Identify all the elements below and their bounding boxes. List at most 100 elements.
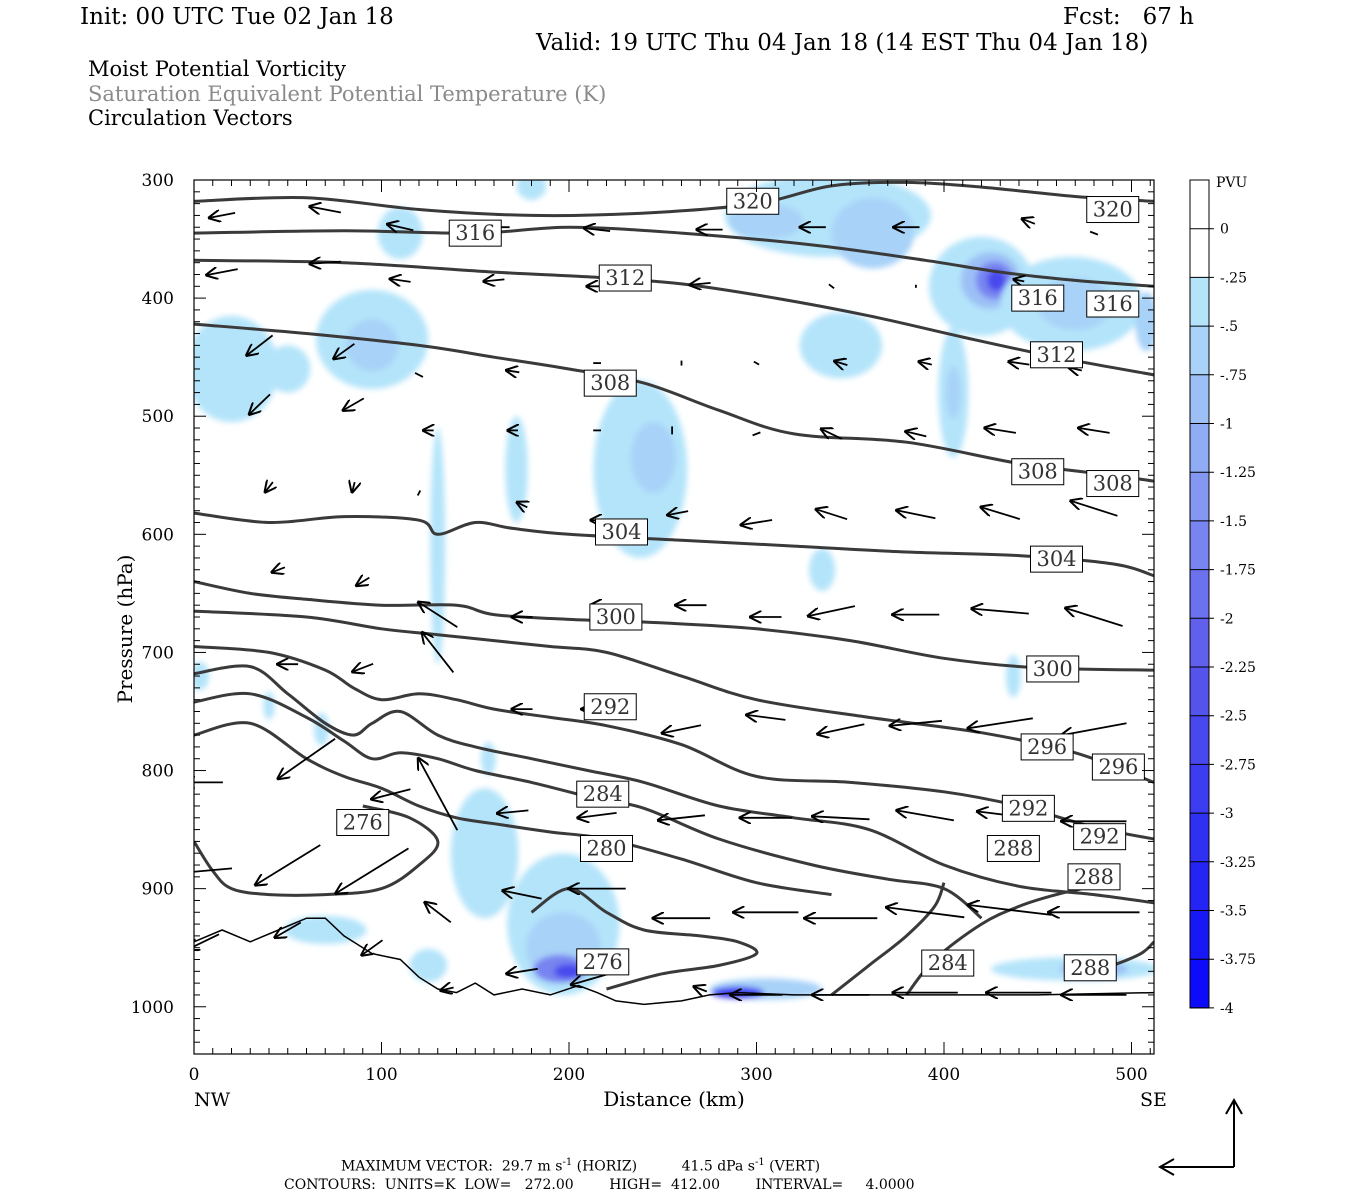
x-axis-title: Distance (km) [603, 1087, 745, 1111]
colorbar-swatch-9 [1190, 618, 1209, 668]
circulation-vector-20 [334, 343, 355, 359]
max-vector-label: MAXIMUM VECTOR: [341, 1158, 493, 1175]
theta-label-box-18 [1001, 794, 1055, 822]
colorbar-swatch-4 [1190, 374, 1209, 424]
colorbar-unit: PVU [1216, 175, 1248, 191]
circulation-vector-50 [981, 507, 1021, 520]
y-tick-label-300: 300 [142, 171, 174, 191]
theta-label-box-11 [1030, 545, 1083, 573]
theta-label-26: 288 [1070, 956, 1110, 980]
theta-label-box-13 [1026, 655, 1080, 683]
init-time: Init: 00 UTC Tue 02 Jan 18 [80, 4, 394, 30]
pv-shading-34 [284, 915, 367, 945]
circulation-vector-38 [906, 431, 927, 436]
theta-label-box-14 [583, 693, 637, 721]
title-mpv: Moist Potential Vorticity [88, 57, 346, 81]
y-axis-title: Pressure (hPa) [113, 555, 137, 704]
circulation-vector-77 [371, 788, 411, 799]
valid-time: Valid: 19 UTC Thu 04 Jan 18 (14 EST Thu … [536, 30, 1149, 56]
theta-label-box-15 [1020, 733, 1074, 761]
title-vectors: Circulation Vectors [88, 106, 293, 130]
circulation-vector-10 [207, 269, 238, 275]
theta-contour-320-0 [194, 180, 1154, 218]
theta-contour-276-11 [194, 804, 440, 897]
colorbar-label-3: -.75 [1220, 368, 1247, 384]
colorbar-swatch-1 [1190, 228, 1209, 278]
reference-vector-icon [1157, 1097, 1243, 1176]
max-vector-horiz-tag: (HORIZ) [576, 1158, 638, 1175]
vert-exponent: -1 [754, 1157, 765, 1168]
circulation-vector-47 [741, 520, 773, 525]
title-theta-es: Saturation Equivalent Potential Temperat… [88, 82, 607, 106]
theta-label-12: 300 [596, 605, 636, 629]
circulation-vector-89 [425, 902, 452, 924]
theta-label-box-21 [580, 834, 633, 862]
circulation-vector-71 [890, 721, 942, 726]
theta-label-box-4 [1086, 290, 1140, 318]
circulation-vector-41 [265, 482, 273, 492]
circulation-vector-12 [390, 279, 411, 282]
colorbar-swatch-12 [1190, 764, 1209, 814]
circulation-vector-98 [194, 933, 220, 949]
theta-label-box-23 [1067, 863, 1121, 891]
theta-label-box-2 [448, 219, 502, 247]
pv-shading-3 [345, 319, 399, 372]
circulation-vector-73 [1062, 722, 1127, 735]
theta-label-box-26 [1063, 954, 1117, 982]
circulation-vector-27 [919, 362, 933, 365]
max-vector-vert: 41.5 dPa s [681, 1158, 755, 1175]
theta-label-9: 308 [1093, 472, 1133, 496]
circulation-vector-18 [1014, 279, 1024, 281]
circulation-vector-25 [753, 360, 760, 366]
theta-label-box-16 [1091, 753, 1145, 781]
theta-label-25: 284 [928, 951, 968, 975]
theta-label-box-9 [1086, 470, 1140, 498]
theta-label-11: 304 [1036, 547, 1076, 571]
theta-contour-300-5 [194, 580, 1154, 672]
theta-label-20: 276 [343, 811, 383, 835]
theta-label-box-5 [598, 264, 652, 292]
max-vector-horiz: 29.7 m s [501, 1158, 563, 1175]
circulation-vector-78 [497, 810, 529, 813]
theta-label-box-1 [1086, 196, 1140, 224]
colorbar-label-5: -1.25 [1220, 465, 1256, 481]
theta-contour-284-13 [830, 882, 946, 997]
pv-shading-7 [630, 422, 676, 493]
circulation-vector-8 [1022, 219, 1036, 224]
theta-contour-284-9 [194, 691, 983, 920]
theta-label-15: 296 [1027, 735, 1067, 759]
theta-label-0: 320 [733, 189, 773, 213]
circulation-vector-52 [272, 567, 286, 572]
colorbar-swatch-13 [1190, 813, 1209, 863]
theta-label-box-19 [1073, 823, 1127, 851]
contours-info: CONTOURS: UNITS=K LOW= 272.00 HIGH= 412.… [284, 1177, 915, 1193]
circulation-vector-43 [416, 490, 422, 496]
circulation-vector-31 [343, 397, 365, 410]
circulation-vector-2 [387, 224, 414, 230]
y-tick-label-700: 700 [142, 643, 174, 663]
colorbar-label-15: -3.75 [1220, 952, 1256, 968]
theta-label-22: 288 [993, 836, 1033, 860]
circulation-vector-80 [658, 815, 705, 820]
theta-label-box-0 [726, 187, 780, 215]
circulation-vector-62 [1065, 608, 1123, 627]
theta-label-6: 312 [1036, 343, 1076, 367]
pv-shading-5 [265, 345, 311, 393]
colorbar-swatch-8 [1190, 569, 1209, 619]
circulation-vector-37 [821, 429, 843, 440]
pv-shading-39 [194, 661, 209, 691]
colorbar-swatch-0 [1190, 180, 1209, 230]
circulation-vector-82 [812, 816, 870, 819]
theta-label-box-24 [576, 948, 630, 976]
colorbar-swatch-16 [1190, 959, 1209, 1009]
circulation-vector-22 [506, 370, 520, 372]
theta-label-box-20 [336, 809, 390, 837]
x-tick-label-400: 400 [928, 1065, 960, 1085]
circulation-vector-11 [310, 262, 341, 264]
pv-shading-24 [1005, 654, 1021, 698]
theta-label-box-12 [589, 603, 643, 631]
theta-label-24: 276 [583, 950, 623, 974]
pv-shading-8 [505, 416, 528, 523]
colorbar-swatch-10 [1190, 667, 1209, 717]
